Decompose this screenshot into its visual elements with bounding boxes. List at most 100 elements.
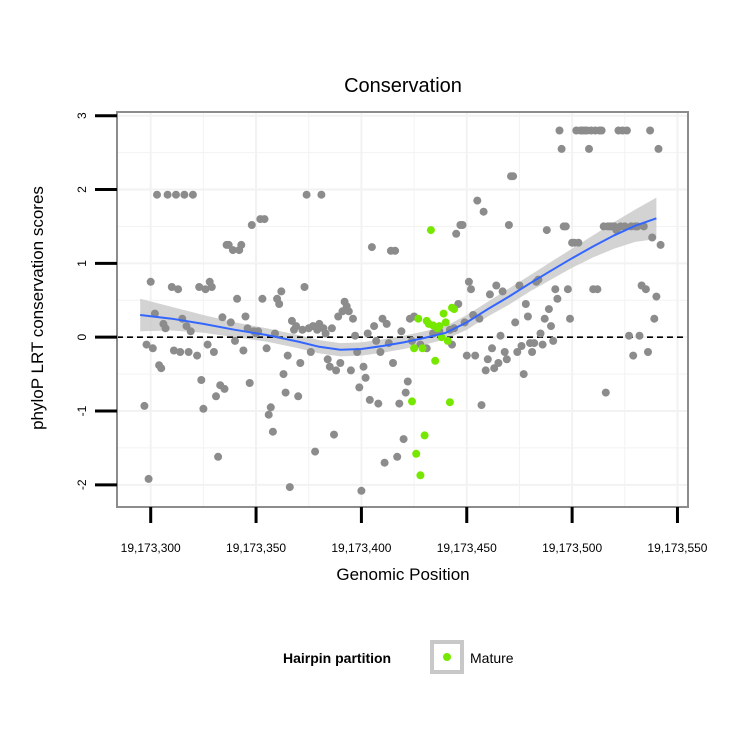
data-point bbox=[620, 222, 629, 231]
data-point bbox=[481, 366, 490, 375]
mature-point bbox=[426, 226, 435, 235]
data-point bbox=[593, 285, 602, 294]
data-point bbox=[237, 240, 246, 249]
data-point bbox=[201, 285, 210, 294]
data-point bbox=[212, 392, 220, 401]
mature-point bbox=[410, 344, 419, 353]
data-point bbox=[502, 355, 511, 364]
data-point bbox=[363, 329, 372, 338]
data-point bbox=[641, 285, 650, 294]
data-point bbox=[401, 388, 410, 397]
data-point bbox=[243, 324, 252, 333]
data-point bbox=[264, 410, 273, 419]
data-point bbox=[513, 348, 522, 356]
data-point bbox=[277, 287, 286, 296]
data-point bbox=[220, 384, 229, 393]
data-point bbox=[296, 359, 305, 367]
data-point bbox=[500, 348, 509, 356]
data-point bbox=[496, 331, 505, 340]
y-tick-label: -1 bbox=[75, 405, 89, 416]
mature-point bbox=[441, 318, 450, 327]
mature-point bbox=[414, 314, 423, 323]
mature-point bbox=[439, 309, 448, 318]
data-point bbox=[652, 292, 661, 301]
data-point bbox=[467, 285, 475, 294]
data-point bbox=[376, 348, 385, 356]
data-point bbox=[239, 346, 248, 355]
y-axis: -2 -1 0 1 2 3 bbox=[75, 112, 117, 490]
mature-point bbox=[408, 397, 416, 406]
mature-point bbox=[435, 322, 444, 331]
data-point bbox=[372, 336, 381, 345]
data-point bbox=[195, 283, 204, 291]
data-point bbox=[233, 294, 242, 303]
data-point bbox=[365, 395, 374, 404]
data-point bbox=[357, 486, 366, 495]
data-point bbox=[247, 221, 256, 229]
data-point bbox=[515, 281, 524, 290]
data-point bbox=[321, 329, 330, 338]
legend-title: Hairpin partition bbox=[283, 650, 391, 666]
data-point bbox=[193, 351, 202, 360]
data-point bbox=[174, 285, 183, 294]
data-point bbox=[403, 377, 412, 386]
data-point bbox=[311, 447, 320, 456]
x-tick-label: 19,173,450 bbox=[437, 541, 497, 555]
data-point bbox=[197, 376, 206, 384]
data-point bbox=[521, 300, 530, 308]
data-point bbox=[167, 283, 176, 291]
data-point bbox=[140, 401, 149, 410]
data-point bbox=[538, 340, 547, 349]
data-point bbox=[346, 366, 355, 375]
data-point bbox=[161, 324, 170, 333]
legend: Hairpin partition Mature bbox=[283, 640, 514, 674]
mature-point bbox=[412, 449, 421, 458]
y-axis-title: phyloP LRT conservation scores bbox=[28, 186, 47, 430]
data-point bbox=[186, 327, 195, 336]
mature-point bbox=[431, 356, 440, 365]
data-point bbox=[397, 327, 406, 336]
data-point bbox=[258, 294, 267, 303]
data-point bbox=[180, 190, 189, 199]
data-point bbox=[228, 246, 237, 255]
data-point bbox=[327, 324, 336, 333]
data-point bbox=[530, 339, 539, 348]
data-point bbox=[519, 370, 528, 379]
y-tick-label: 3 bbox=[75, 112, 89, 119]
data-point bbox=[648, 233, 657, 242]
legend-label-mature: Mature bbox=[470, 650, 514, 666]
data-point bbox=[380, 458, 389, 467]
data-point bbox=[298, 325, 307, 334]
data-point bbox=[458, 221, 467, 229]
data-point bbox=[176, 348, 185, 356]
data-point bbox=[555, 126, 564, 135]
data-point bbox=[268, 427, 277, 436]
data-point bbox=[157, 364, 166, 373]
data-point bbox=[359, 362, 368, 371]
data-point bbox=[462, 351, 471, 360]
data-point bbox=[471, 351, 480, 360]
mature-point bbox=[445, 398, 454, 407]
data-point bbox=[622, 126, 631, 135]
data-point bbox=[332, 366, 341, 375]
x-axis-title: Genomic Position bbox=[336, 565, 469, 584]
data-point bbox=[561, 222, 570, 231]
data-point bbox=[382, 319, 391, 328]
data-point bbox=[391, 246, 400, 255]
data-point bbox=[146, 277, 155, 286]
data-point bbox=[283, 351, 292, 360]
data-point bbox=[625, 331, 633, 340]
data-point bbox=[355, 383, 364, 392]
data-point bbox=[547, 322, 555, 331]
data-point bbox=[540, 314, 549, 323]
data-point bbox=[504, 221, 513, 229]
data-point bbox=[544, 305, 553, 314]
data-point bbox=[395, 399, 404, 408]
data-point bbox=[473, 196, 482, 205]
data-point bbox=[367, 243, 376, 252]
data-point bbox=[644, 348, 652, 356]
data-point bbox=[479, 207, 488, 216]
data-point bbox=[650, 314, 659, 323]
data-point bbox=[306, 348, 315, 356]
data-point bbox=[349, 314, 357, 323]
